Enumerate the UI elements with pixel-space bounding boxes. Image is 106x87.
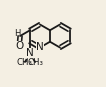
Text: N: N	[26, 48, 34, 58]
Text: O: O	[15, 41, 23, 51]
Text: CH₃: CH₃	[27, 58, 43, 67]
Text: N: N	[36, 43, 44, 52]
Text: H: H	[14, 29, 21, 38]
Text: CH₃: CH₃	[17, 58, 33, 67]
